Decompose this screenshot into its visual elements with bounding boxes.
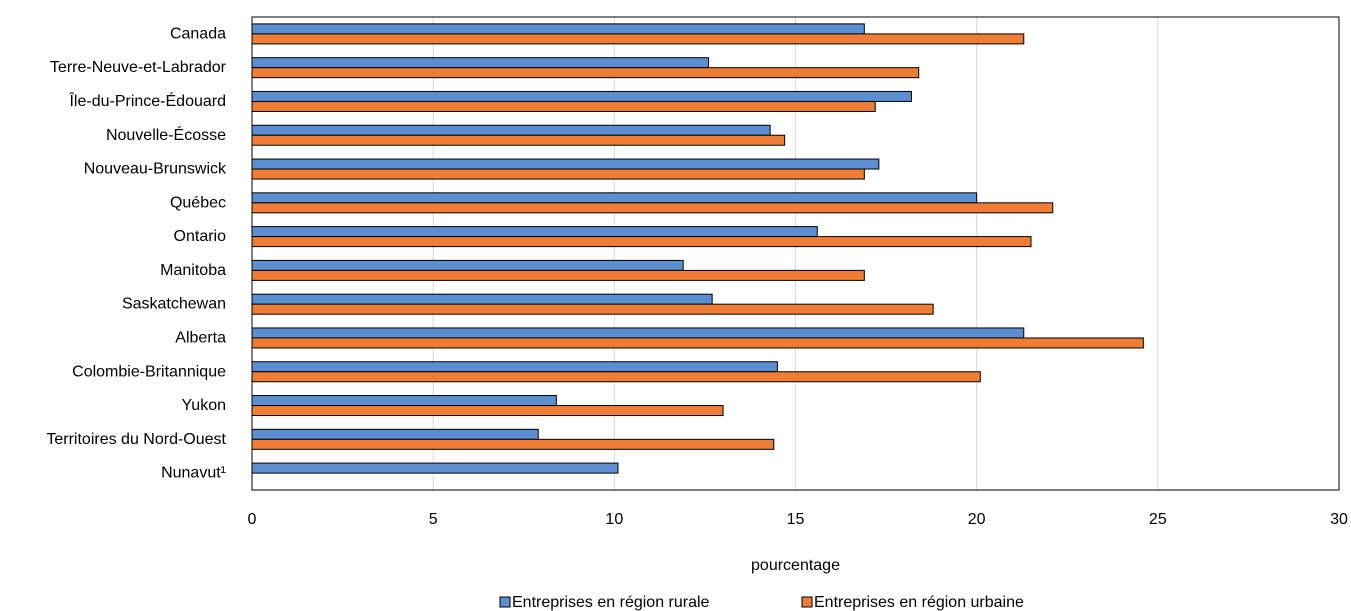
bar-urban-manitoba (251, 269, 865, 281)
bar-rural-yukon (251, 395, 557, 407)
x-tick-label-0: 0 (248, 511, 257, 528)
bar-urban-nouvelle-ecosse (251, 134, 786, 146)
bar-rural-canada (251, 23, 865, 35)
bar-urban-colombie-britannique (251, 371, 981, 383)
bar-rural-alberta (251, 327, 1025, 339)
bar-rural-colombie-britannique (251, 361, 778, 373)
bar-rural-nouvelle-ecosse (251, 124, 771, 136)
gridlines (432, 17, 1159, 490)
legend-swatch-urban (801, 596, 813, 608)
plot-area-frame (251, 16, 1340, 491)
bar-urban-quebec (251, 202, 1054, 214)
bar-urban-canada (251, 33, 1025, 45)
legend-swatch-rural (499, 596, 511, 608)
bar-rural-territoires-du-nord-ouest (251, 428, 539, 440)
bar-rural-quebec (251, 192, 978, 204)
legend-label-rural: Entreprises en région rurale (512, 594, 710, 611)
category-label-nouvelle-ecosse: Nouvelle-Écosse (106, 125, 226, 144)
bar-rural-saskatchewan (251, 293, 713, 305)
category-label-ile-du-prince-edouard: Île-du-Prince-Édouard (68, 91, 226, 110)
bar-urban-yukon (251, 405, 724, 417)
bar-urban-alberta (251, 337, 1144, 349)
bar-urban-terre-neuve-et-labrador (251, 67, 920, 79)
bar-rural-ontario (251, 226, 818, 238)
bars (251, 23, 1144, 474)
x-tick-label-25: 25 (1149, 511, 1167, 528)
category-label-nouveau-brunswick: Nouveau-Brunswick (84, 161, 227, 178)
category-label-nunavut: Nunavut¹ (161, 465, 226, 482)
bar-urban-saskatchewan (251, 303, 934, 315)
category-label-ontario: Ontario (174, 228, 227, 245)
legend-label-urban: Entreprises en région urbaine (814, 594, 1024, 611)
x-tick-label-10: 10 (605, 511, 623, 528)
x-tick-label-15: 15 (787, 511, 805, 528)
category-label-manitoba: Manitoba (160, 262, 226, 279)
bar-urban-ontario (251, 236, 1032, 248)
category-label-colombie-britannique: Colombie-Britannique (72, 363, 226, 380)
category-label-quebec: Québec (170, 194, 226, 211)
bar-rural-manitoba (251, 259, 684, 271)
bar-rural-nunavut (251, 462, 619, 474)
bar-rural-nouveau-brunswick (251, 158, 880, 170)
category-label-canada: Canada (170, 25, 226, 42)
bar-rural-terre-neuve-et-labrador (251, 57, 710, 69)
category-label-terre-neuve-et-labrador: Terre-Neuve-et-Labrador (50, 59, 227, 76)
x-axis-tick-labels: 0 5 10 15 20 25 30 (248, 511, 1348, 528)
bar-urban-ile-du-prince-edouard (251, 100, 876, 112)
bar-urban-nouveau-brunswick (251, 168, 865, 180)
x-axis-title: pourcentage (751, 557, 840, 574)
x-tick-label-5: 5 (429, 511, 438, 528)
category-label-saskatchewan: Saskatchewan (122, 296, 226, 313)
legend: Entreprises en région rurale Entreprises… (499, 594, 1024, 611)
category-label-yukon: Yukon (182, 397, 226, 414)
x-tick-label-20: 20 (968, 511, 986, 528)
bar-urban-territoires-du-nord-ouest (251, 438, 775, 450)
category-label-alberta: Alberta (175, 329, 226, 346)
category-labels: Canada Terre-Neuve-et-Labrador Île-du-Prin… (46, 25, 227, 481)
x-tick-label-30: 30 (1330, 511, 1348, 528)
bar-rural-ile-du-prince-edouard (251, 90, 912, 102)
category-label-territoires-du-nord-ouest: Territoires du Nord-Ouest (46, 431, 226, 448)
